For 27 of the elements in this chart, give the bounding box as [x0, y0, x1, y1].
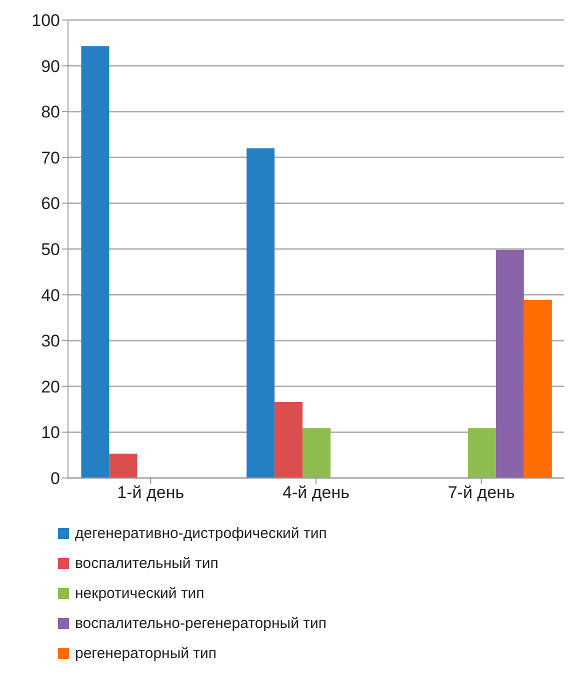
- y-tick-label: 100: [32, 11, 60, 30]
- bar: [274, 402, 303, 478]
- y-tick-label: 20: [41, 377, 60, 396]
- bar: [468, 428, 496, 478]
- bar: [302, 428, 331, 478]
- bar: [246, 148, 275, 478]
- x-tick-label: 1-й день: [117, 483, 184, 502]
- legend-label: регенераторный тип: [75, 644, 217, 662]
- legend-label: воспалительный тип: [75, 554, 218, 572]
- x-tick-label: 4-й день: [282, 483, 350, 502]
- y-tick-label: 40: [41, 286, 60, 305]
- legend-label: дегенеративно-дистрофический тип: [75, 524, 327, 542]
- legend-label: воспалительно-регенераторный тип: [75, 614, 326, 632]
- x-tick-label: 7-й день: [448, 483, 515, 502]
- y-tick-label: 90: [41, 56, 60, 76]
- y-tick-label: 50: [41, 240, 60, 260]
- bar: [524, 300, 552, 478]
- y-tick-label: 30: [41, 332, 60, 351]
- legend-label: некротический тип: [75, 584, 204, 602]
- y-tick-label: 80: [41, 102, 60, 122]
- bar: [81, 46, 110, 478]
- y-tick-label: 70: [41, 148, 60, 168]
- y-tick-label: 60: [41, 194, 60, 214]
- y-tick-label: 0: [50, 469, 60, 488]
- bar: [496, 250, 524, 478]
- bar: [109, 454, 138, 478]
- y-tick-label: 10: [41, 423, 60, 442]
